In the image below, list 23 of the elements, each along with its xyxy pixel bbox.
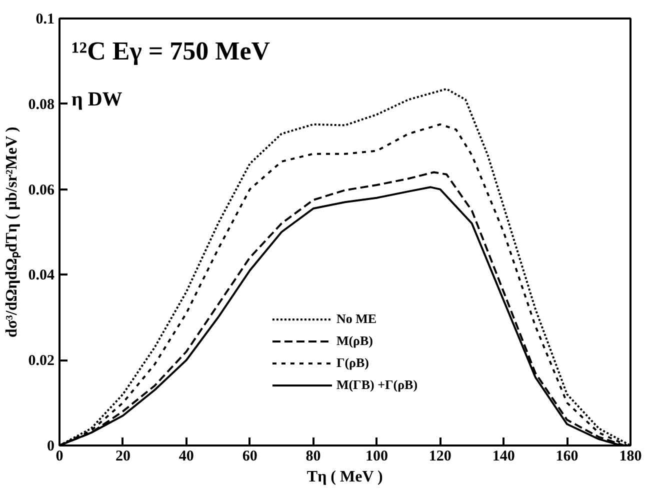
x-tick-label: 80 (306, 448, 321, 464)
x-tick-label: 180 (619, 448, 642, 464)
y-tick-label: 0.1 (36, 12, 54, 28)
x-tick-label: 140 (492, 448, 515, 464)
annotation: ¹²C Eγ = 750 MeV (72, 36, 270, 66)
y-tick-label: 0.02 (28, 353, 54, 370)
x-tick-label: 100 (365, 448, 388, 464)
x-tick-label: 120 (428, 448, 452, 464)
y-axis-title: dσ³/dΩηdΩₚdTη ( μb/sr²MeV ) (3, 126, 22, 338)
y-tick-label: 0 (47, 438, 54, 454)
x-tick-label: 20 (115, 448, 130, 464)
x-tick-label: 40 (178, 448, 194, 464)
y-tick-label: 0.08 (28, 96, 54, 113)
legend-label: No ME (336, 311, 377, 327)
y-tick-label: 0.06 (28, 182, 55, 198)
x-axis-title: Tη ( MeV ) (306, 468, 383, 486)
legend-label: M(ρB) (336, 333, 374, 349)
legend-label: M(ΓB) +Γ(ρB) (336, 377, 418, 393)
x-tick-label: 60 (242, 448, 258, 464)
annotation: η DW (72, 88, 122, 110)
legend-label: Γ(ρB) (336, 355, 370, 371)
y-tick-label: 0.04 (28, 268, 55, 284)
x-tick-label: 160 (556, 448, 578, 464)
